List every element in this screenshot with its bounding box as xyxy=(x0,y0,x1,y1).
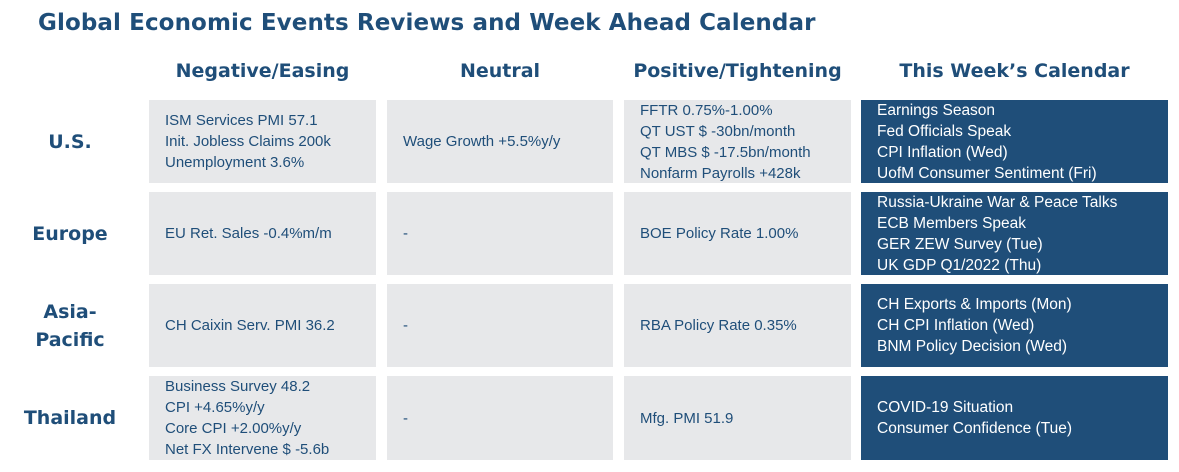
cell-us-negative: ISM Services PMI 57.1 Init. Jobless Claim… xyxy=(149,100,376,183)
cell-line: Business Survey 48.2 xyxy=(165,378,311,395)
cell-line: Consumer Confidence (Tue) xyxy=(877,420,1072,437)
cell-asia-pacific-positive: RBA Policy Rate 0.35% xyxy=(624,284,851,367)
cell-line: QT MBS $ -17.5bn/month xyxy=(640,143,811,161)
cell-europe-calendar: Russia-Ukraine War & Peace Talks ECB Memb… xyxy=(861,192,1168,275)
cell-line: CH Caixin Serv. PMI 36.2 xyxy=(165,317,335,334)
cell-line: Net FX Intervene $ -5.6b xyxy=(165,441,330,458)
cell-line: - xyxy=(403,409,408,427)
column-header-this-weeks-calendar: This Week’s Calendar xyxy=(899,60,1130,82)
cell-thailand-calendar: COVID-19 Situation Consumer Confidence (T… xyxy=(861,376,1168,460)
cell-us-positive: FFTR 0.75%-1.00% QT UST $ -30bn/month QT M… xyxy=(624,100,851,183)
cell-line: CH Exports & Imports (Mon) xyxy=(877,296,1072,313)
cell-thailand-neutral: - xyxy=(387,376,613,460)
cell-line: GER ZEW Survey (Tue) xyxy=(877,235,1043,253)
cell-line: CPI Inflation (Wed) xyxy=(877,143,1008,161)
cell-line: Unemployment 3.6% xyxy=(165,154,305,171)
cell-line: - xyxy=(403,225,408,242)
cell-line: EU Ret. Sales -0.4%m/m xyxy=(165,225,332,242)
cell-us-neutral: Wage Growth +5.5%y/y xyxy=(387,100,613,183)
cell-line: Mfg. PMI 51.9 xyxy=(640,409,734,427)
row-header-asia-pacific: Asia- Pacific xyxy=(35,300,105,351)
cell-europe-positive: BOE Policy Rate 1.00% xyxy=(624,192,851,275)
row-header-us: U.S. xyxy=(48,130,92,153)
cell-line: Earnings Season xyxy=(877,101,996,119)
cell-line: Russia-Ukraine War & Peace Talks xyxy=(877,193,1118,211)
cell-line: ISM Services PMI 57.1 xyxy=(165,112,318,129)
cell-line: BOE Policy Rate 1.00% xyxy=(640,225,799,242)
cell-line: Fed Officials Speak xyxy=(877,122,1012,140)
cell-thailand-negative: Business Survey 48.2 CPI +4.65%y/y Core CP… xyxy=(149,376,376,460)
cell-europe-negative: EU Ret. Sales -0.4%m/m xyxy=(149,192,376,275)
cell-line: Nonfarm Payrolls +428k xyxy=(640,164,801,182)
column-header-neutral: Neutral xyxy=(459,60,541,82)
cell-asia-pacific-calendar: CH Exports & Imports (Mon) CH CPI Inflati… xyxy=(861,284,1168,367)
cell-line: Init. Jobless Claims 200k xyxy=(165,133,331,150)
row-header-thailand: Thailand xyxy=(23,407,117,429)
cell-line: COVID-19 Situation xyxy=(877,399,1014,416)
cell-line: CH CPI Inflation (Wed) xyxy=(877,317,1035,334)
cell-line: UofM Consumer Sentiment (Fri) xyxy=(877,164,1097,182)
cell-us-calendar: Earnings Season Fed Officials Speak CPI In… xyxy=(861,100,1168,183)
cell-line: Core CPI +2.00%y/y xyxy=(165,420,302,437)
cell-line: ECB Members Speak xyxy=(877,214,1027,232)
cell-thailand-positive: Mfg. PMI 51.9 xyxy=(624,376,851,460)
row-header-europe: Europe xyxy=(32,222,108,245)
cell-line: Wage Growth +5.5%y/y xyxy=(403,133,561,150)
cell-line: - xyxy=(403,317,408,334)
page-title: Global Economic Events Reviews and Week … xyxy=(38,10,816,36)
column-header-positive-tightening: Positive/Tightening xyxy=(633,60,842,82)
cell-asia-pacific-neutral: - xyxy=(387,284,613,367)
cell-asia-pacific-negative: CH Caixin Serv. PMI 36.2 xyxy=(149,284,376,367)
cell-europe-neutral: - xyxy=(387,192,613,275)
cell-line: UK GDP Q1/2022 (Thu) xyxy=(877,256,1042,274)
cell-line: QT UST $ -30bn/month xyxy=(640,122,796,140)
column-header-negative-easing: Negative/Easing xyxy=(175,60,350,82)
cell-line: CPI +4.65%y/y xyxy=(165,399,265,416)
cell-line: FFTR 0.75%-1.00% xyxy=(640,101,773,119)
cell-line: BNM Policy Decision (Wed) xyxy=(877,338,1068,355)
cell-line: RBA Policy Rate 0.35% xyxy=(640,317,797,334)
